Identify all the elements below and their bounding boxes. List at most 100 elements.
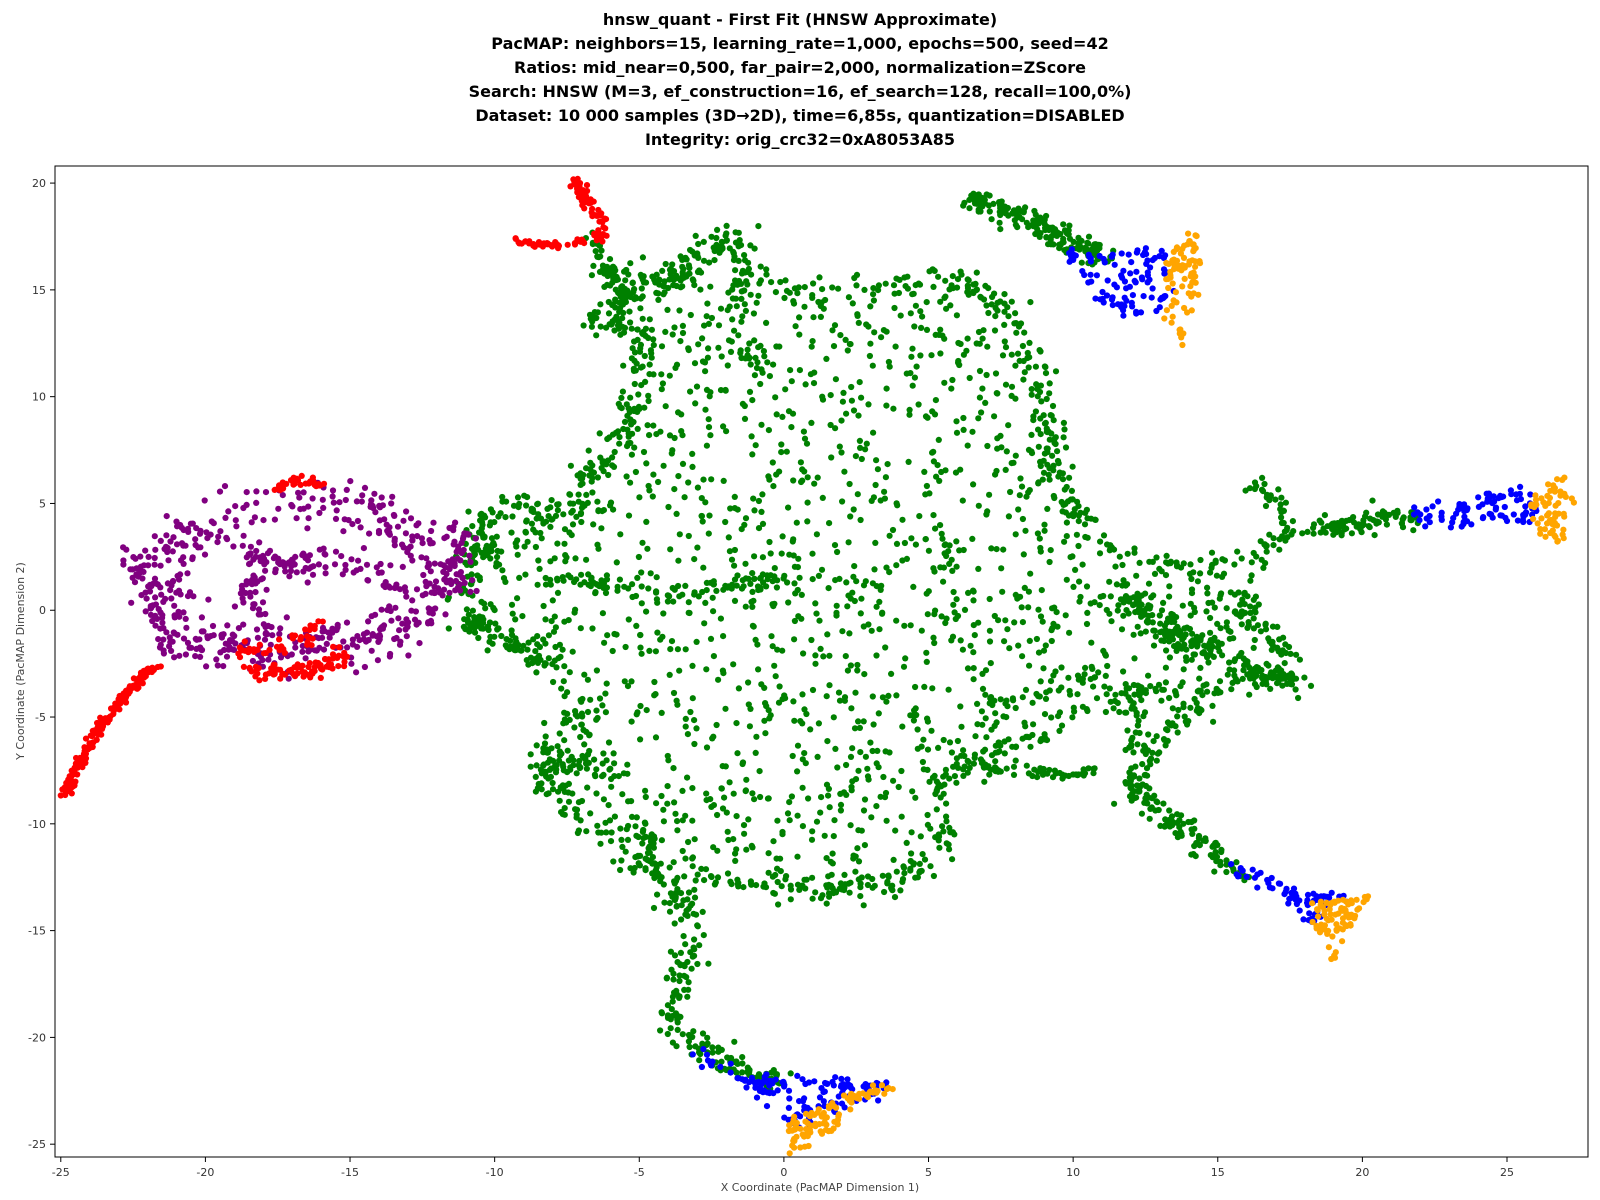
data-point [854,845,861,852]
data-point [440,586,448,593]
data-point [703,744,711,751]
data-point [602,690,609,697]
data-point [940,790,947,797]
data-point [982,667,990,674]
data-point [669,993,677,1000]
data-point [664,752,671,760]
data-point [992,370,1000,377]
data-point [246,664,253,672]
data-point [751,245,758,252]
data-point [886,569,893,576]
data-point [626,308,633,315]
data-point [666,908,674,915]
data-point [1210,718,1217,725]
data-point [589,625,596,632]
data-point [1041,363,1048,370]
data-point [1190,651,1197,658]
data-point [751,337,758,344]
data-point [1025,604,1032,611]
data-point [1262,502,1270,510]
data-point [577,817,584,824]
data-point [640,328,647,335]
data-point [1263,548,1270,555]
data-point [888,884,895,891]
data-point [960,202,967,209]
data-point [1046,380,1053,387]
data-point [378,494,385,501]
data-point [851,725,859,732]
data-point [281,563,288,570]
data-point [981,778,988,785]
data-point [672,364,679,371]
data-point [1190,851,1197,858]
data-point [461,587,469,594]
data-point [612,296,619,303]
data-point [120,544,127,551]
data-point [187,520,194,527]
data-point [579,695,586,703]
data-point [804,518,811,525]
data-point [848,397,856,404]
data-point [1025,770,1032,777]
data-point [798,478,805,486]
data-point [749,451,756,458]
data-point [593,766,600,773]
data-point [682,855,689,862]
data-point [1188,656,1195,663]
data-point [1112,563,1119,570]
data-point [817,313,825,320]
data-point [960,426,967,433]
data-point [924,718,932,725]
data-point [824,738,831,745]
data-point [1151,570,1159,578]
data-point [605,471,612,479]
data-point [674,1016,681,1023]
data-point [651,678,658,686]
data-point [632,468,640,476]
data-point [706,393,713,400]
data-point [190,593,197,600]
data-point [923,299,930,306]
data-point [848,705,855,712]
data-point [715,322,723,329]
data-point [192,536,199,543]
data-point [685,979,692,986]
data-point [348,660,355,667]
data-point [282,568,289,575]
data-point [779,828,786,836]
data-point [765,869,772,876]
data-point [738,295,745,302]
data-point [923,658,930,666]
data-point [447,577,454,584]
data-point [178,540,186,547]
data-point [591,232,598,239]
data-point [622,643,629,651]
data-point [774,878,781,886]
data-point [1001,338,1008,345]
data-point [765,795,772,802]
data-point [452,519,459,526]
data-point [1122,746,1129,754]
data-point [1058,498,1065,506]
data-point [639,539,646,546]
data-point [599,459,606,466]
data-point [644,545,651,552]
data-point [171,654,178,661]
data-point [677,338,684,345]
data-point [653,589,660,596]
data-point [709,1044,716,1051]
data-point [710,653,718,660]
data-point [233,523,240,530]
data-point [953,779,960,786]
data-point [630,365,637,372]
data-point [898,767,905,775]
data-point [691,836,698,843]
data-point [750,495,757,502]
data-point [1030,721,1037,728]
data-point [718,243,725,250]
data-point [100,720,107,727]
data-point [633,832,640,839]
data-point [469,523,476,530]
data-point [812,652,819,659]
data-point [225,508,232,515]
